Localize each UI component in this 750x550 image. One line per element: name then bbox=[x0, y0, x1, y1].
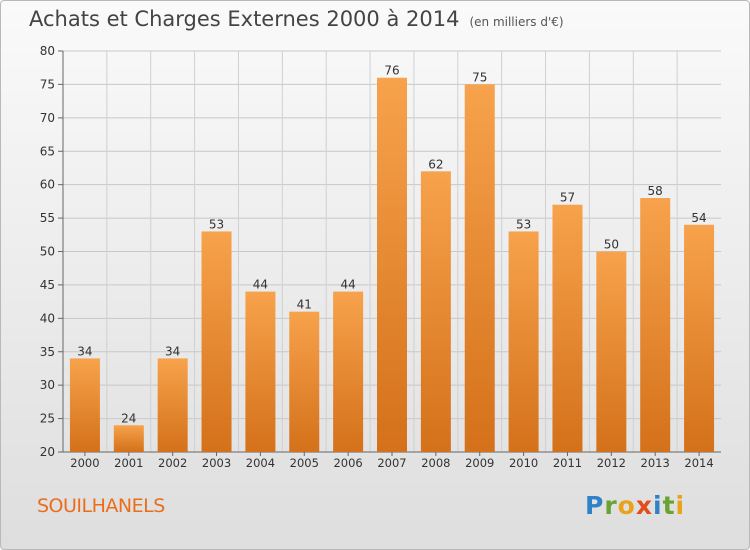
bar-2004 bbox=[245, 291, 276, 452]
x-tick-label: 2011 bbox=[553, 456, 582, 470]
value-label: 44 bbox=[253, 278, 268, 292]
value-label: 34 bbox=[77, 344, 92, 358]
chart-subtitle: (en milliers d'€) bbox=[469, 15, 564, 29]
bar-2008 bbox=[420, 171, 451, 453]
x-tick-label: 2005 bbox=[290, 456, 319, 470]
bar-2014 bbox=[684, 224, 715, 452]
y-tick-label: 70 bbox=[40, 111, 55, 125]
x-tick-labels: 2000 2001 2002 2003 2004 2005 2006 2007 2008 2009… bbox=[70, 456, 713, 470]
value-label: 54 bbox=[691, 211, 706, 225]
value-label: 75 bbox=[472, 70, 487, 84]
x-tick-label: 2008 bbox=[421, 456, 450, 470]
value-label: 62 bbox=[428, 157, 443, 171]
bar-2005 bbox=[289, 311, 320, 452]
bar-2000 bbox=[69, 358, 100, 452]
x-tick-label: 2003 bbox=[202, 456, 231, 470]
value-label: 34 bbox=[165, 344, 180, 358]
bar-2003 bbox=[201, 231, 232, 452]
y-tick-label: 30 bbox=[40, 378, 55, 392]
y-tick-labels: 20 25 30 35 40 45 50 55 60 65 70 75 80 bbox=[40, 44, 55, 459]
x-tick-label: 2001 bbox=[114, 456, 143, 470]
bar-2009 bbox=[464, 84, 495, 453]
value-label: 41 bbox=[297, 298, 312, 312]
bar-2001 bbox=[113, 425, 144, 452]
bar-2010 bbox=[508, 231, 539, 452]
bar-2006 bbox=[333, 291, 364, 452]
x-tick-label: 2007 bbox=[377, 456, 406, 470]
y-tick-label: 40 bbox=[40, 311, 55, 325]
x-tick-label: 2013 bbox=[641, 456, 670, 470]
value-label: 50 bbox=[604, 238, 619, 252]
bars bbox=[69, 77, 715, 453]
chart-title: Achats et Charges Externes 2000 à 2014 (e… bbox=[29, 7, 564, 31]
y-tick-label: 65 bbox=[40, 144, 55, 158]
y-tick-label: 45 bbox=[40, 278, 55, 292]
y-tick-label: 80 bbox=[40, 44, 55, 58]
value-label: 57 bbox=[560, 191, 575, 205]
commune-name: SOUILHANELS bbox=[37, 495, 165, 517]
x-tick-label: 2004 bbox=[246, 456, 275, 470]
bar-2002 bbox=[157, 358, 188, 452]
y-tick-label: 75 bbox=[40, 77, 55, 91]
y-tick-label: 60 bbox=[40, 178, 55, 192]
bar-2011 bbox=[552, 204, 583, 452]
x-tick-label: 2012 bbox=[597, 456, 626, 470]
value-label: 24 bbox=[121, 411, 136, 425]
bar-2013 bbox=[640, 198, 671, 452]
chart-title-text: Achats et Charges Externes 2000 à 2014 bbox=[29, 7, 460, 31]
y-tick-label: 55 bbox=[40, 211, 55, 225]
y-tick-label: 35 bbox=[40, 345, 55, 359]
x-tick-label: 2002 bbox=[158, 456, 187, 470]
y-tick-label: 50 bbox=[40, 245, 55, 259]
proxiti-logo[interactable]: Proxiti bbox=[585, 491, 686, 520]
x-tick-label: 2009 bbox=[465, 456, 494, 470]
y-tick-label: 20 bbox=[40, 445, 55, 459]
x-tick-label: 2014 bbox=[684, 456, 713, 470]
bar-2012 bbox=[596, 251, 627, 452]
x-tick-label: 2000 bbox=[70, 456, 99, 470]
value-label: 44 bbox=[340, 278, 355, 292]
x-tick-label: 2006 bbox=[333, 456, 362, 470]
value-label: 53 bbox=[516, 217, 531, 231]
bar-2007 bbox=[377, 77, 407, 452]
value-label: 76 bbox=[384, 64, 399, 78]
value-label: 58 bbox=[648, 184, 663, 198]
y-tick-label: 25 bbox=[40, 412, 55, 426]
x-tick-label: 2010 bbox=[509, 456, 538, 470]
value-labels: 34 24 34 53 44 41 44 76 62 75 53 57 50 58 54 bbox=[77, 64, 706, 426]
value-label: 53 bbox=[209, 217, 224, 231]
